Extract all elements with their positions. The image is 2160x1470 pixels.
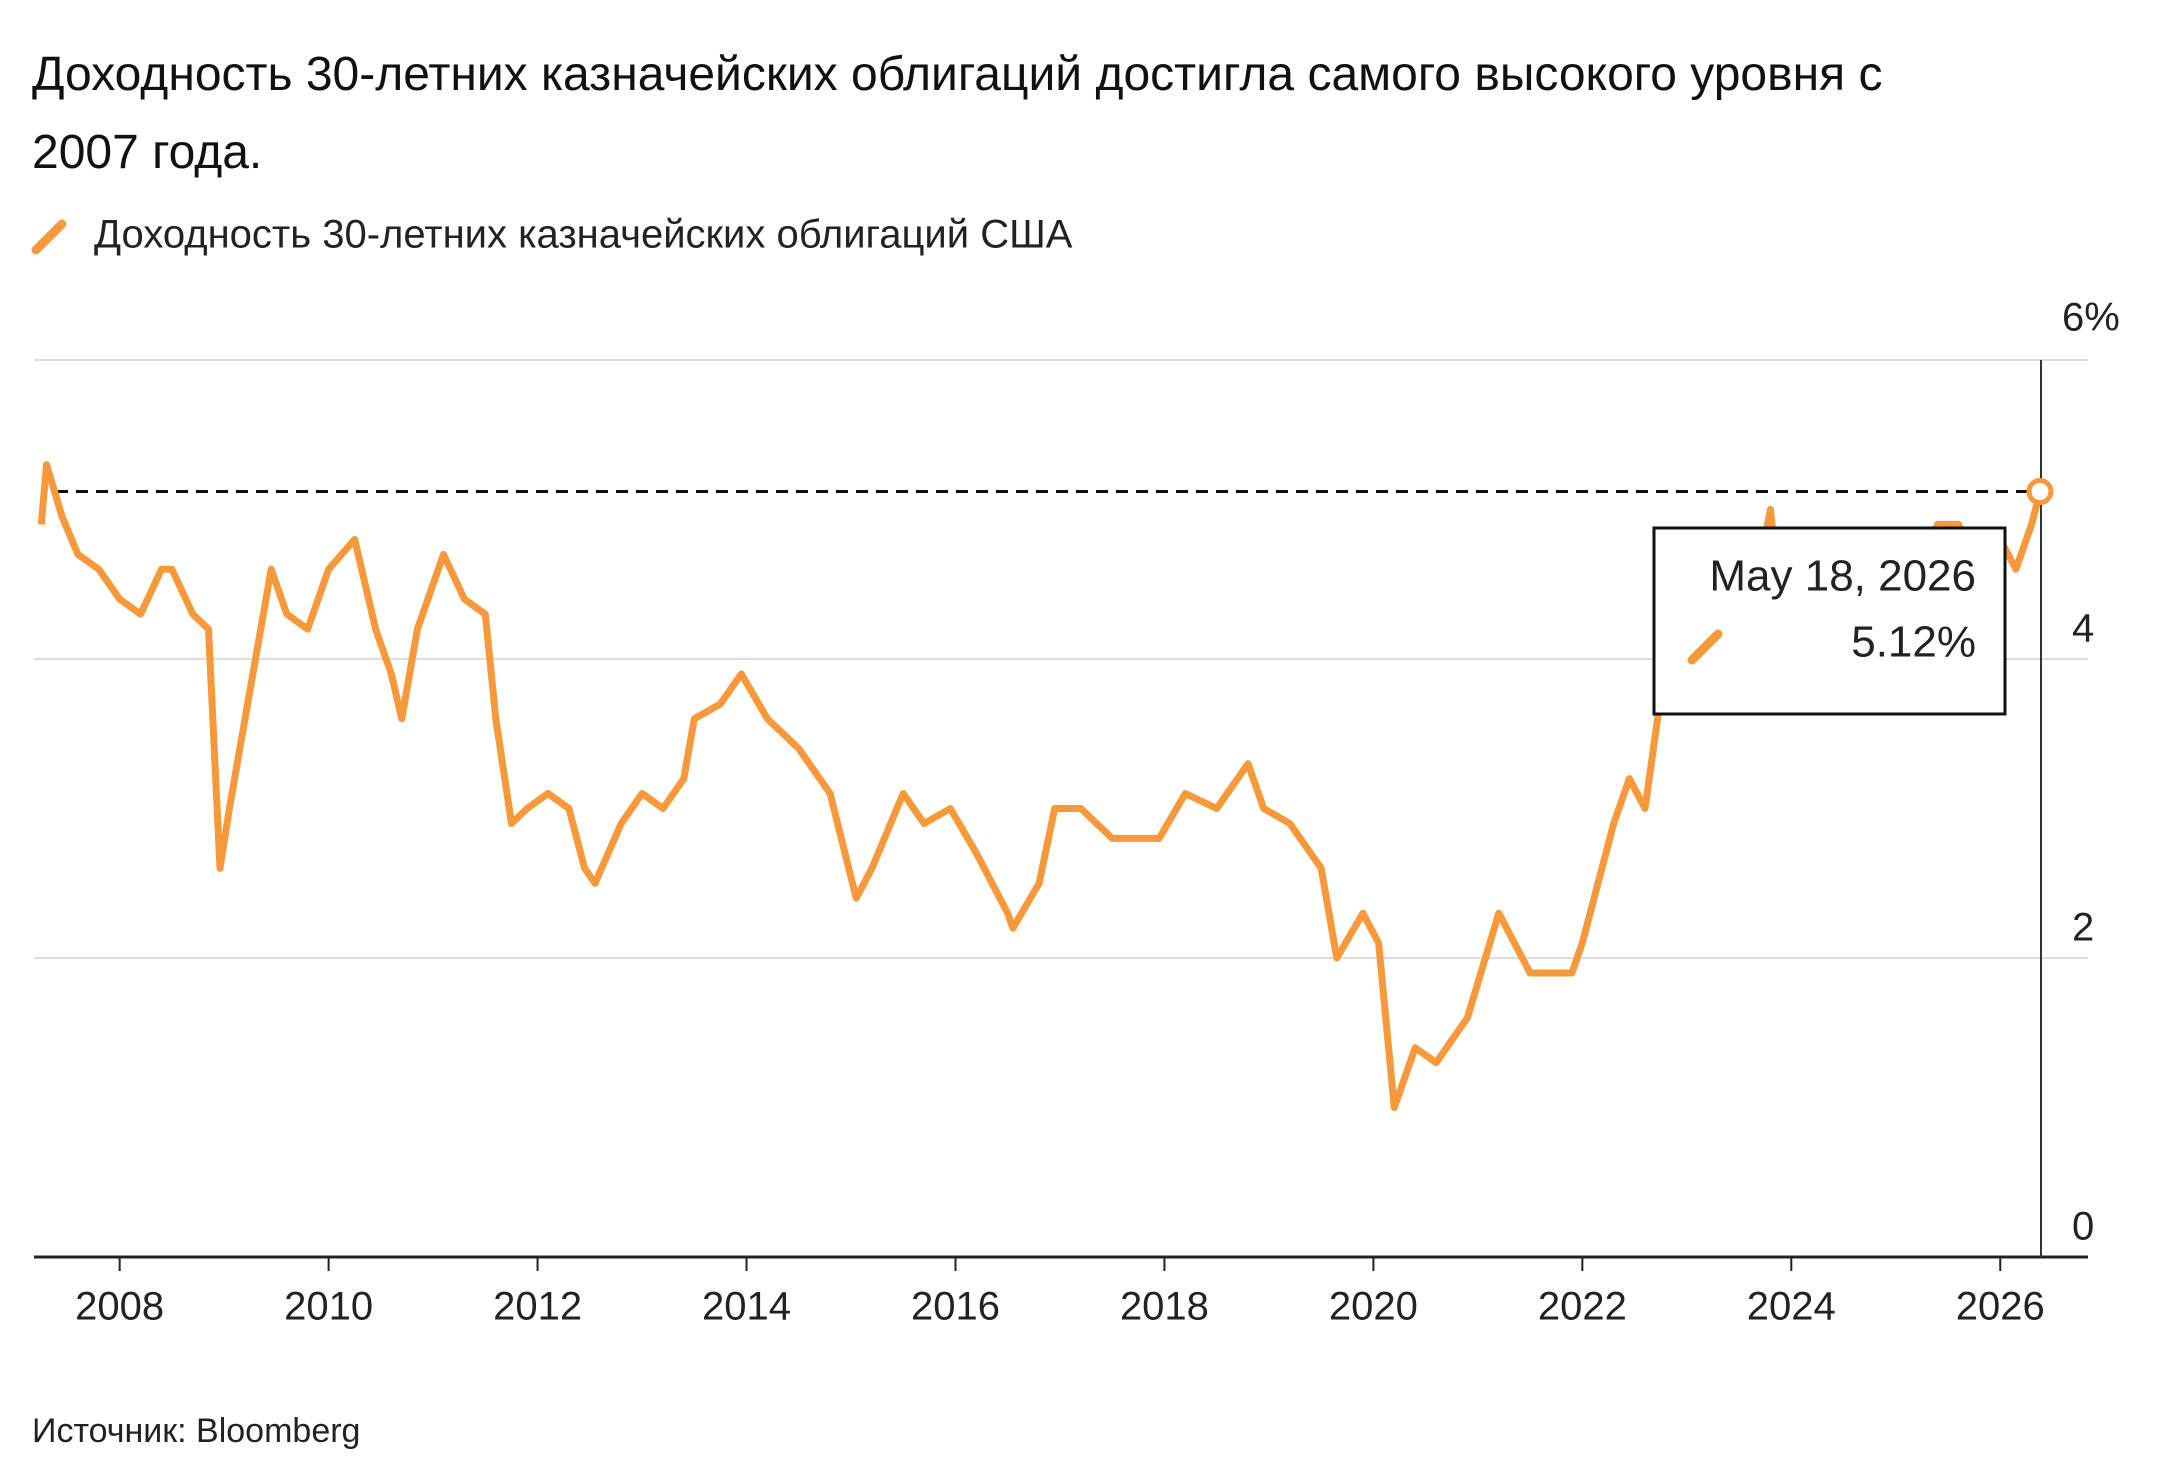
x-tick-label: 2016 — [911, 1285, 1000, 1329]
y-tick-label: 6% — [2062, 296, 2120, 340]
tooltip-swatch — [1687, 629, 1723, 665]
y-tick-label: 4 — [2072, 607, 2094, 651]
x-tick-label: 2020 — [1329, 1285, 1418, 1329]
source: Источник: Bloomberg — [32, 1412, 361, 1450]
x-tick-label: 2024 — [1747, 1285, 1836, 1329]
x-tick-label: 2022 — [1538, 1285, 1627, 1329]
tooltip-date: May 18, 2026 — [1709, 552, 1976, 601]
legend-label: Доходность 30-летних казначейских облига… — [94, 213, 1073, 257]
tooltip-box — [1652, 526, 2007, 716]
x-tick-label: 2014 — [702, 1285, 791, 1329]
y-tick-label: 0 — [2072, 1205, 2094, 1249]
legend-swatch — [31, 219, 67, 255]
chart-title: Доходность 30-летних казначейских облига… — [32, 48, 1883, 179]
x-tick-label: 2008 — [75, 1285, 164, 1329]
y-tick-label: 2 — [2072, 906, 2094, 950]
x-tick-label: 2010 — [284, 1285, 373, 1329]
x-tick-label: 2026 — [1956, 1285, 2045, 1329]
tooltip-value: 5.12% — [1851, 618, 1976, 667]
highlight-point — [2026, 478, 2054, 506]
x-tick-label: 2018 — [1120, 1285, 1209, 1329]
x-tick-label: 2012 — [493, 1285, 582, 1329]
